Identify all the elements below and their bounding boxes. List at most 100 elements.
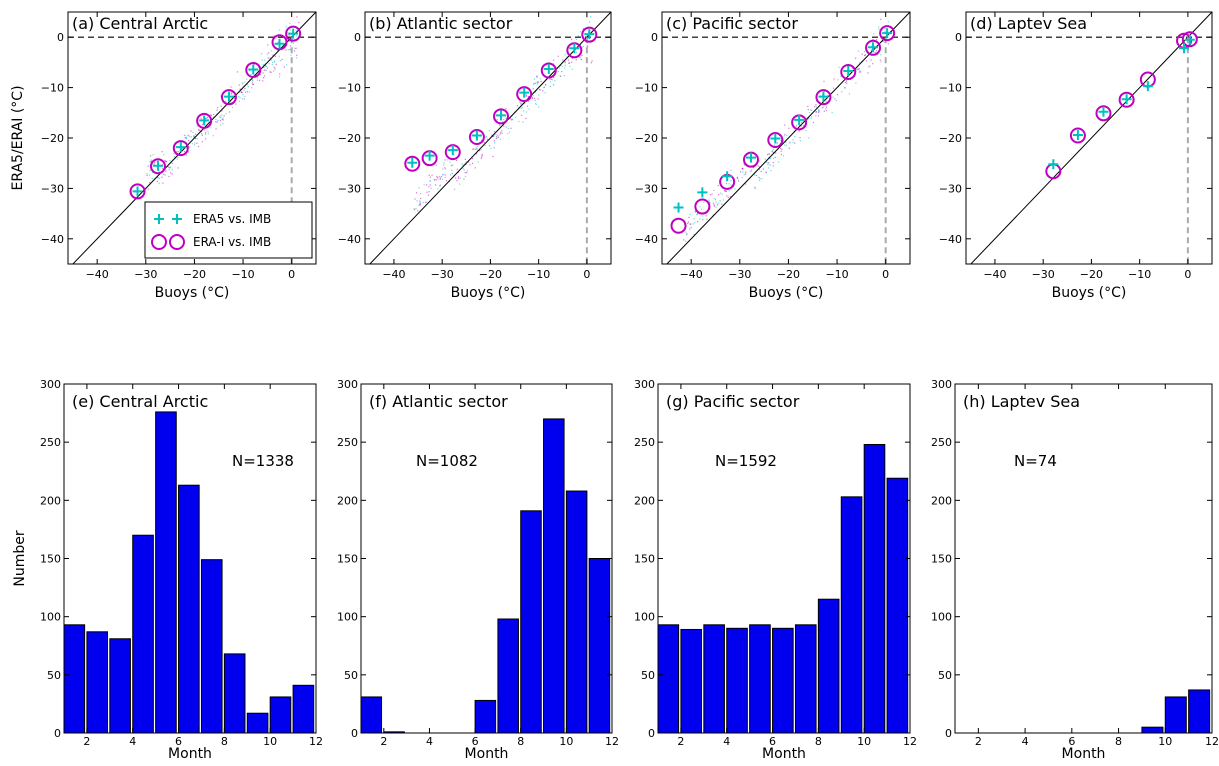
era5-point xyxy=(543,63,554,74)
cloud-point xyxy=(181,147,183,150)
cloud-point xyxy=(289,22,291,24)
cloud-point xyxy=(525,94,528,96)
cloud-point xyxy=(222,123,224,125)
cloud-point xyxy=(278,55,280,57)
cloud-point xyxy=(788,147,790,149)
erai-point xyxy=(1095,105,1112,122)
cloud-point xyxy=(440,176,443,178)
cloud-point xyxy=(435,179,437,181)
y-tick-label: −20 xyxy=(338,132,361,145)
cloud-point xyxy=(220,124,222,126)
cloud-point xyxy=(280,60,282,62)
one-to-one-line xyxy=(72,12,316,264)
cloud-point xyxy=(772,149,775,151)
cloud-point xyxy=(493,140,495,142)
cloud-point xyxy=(554,79,556,82)
cloud-point xyxy=(445,180,448,182)
x-tick-label: 10 xyxy=(857,735,871,748)
cloud-point xyxy=(516,105,519,107)
cloud-point xyxy=(295,29,297,31)
cloud-point xyxy=(867,72,869,74)
cloud-point xyxy=(552,76,555,78)
y-tick-label: 100 xyxy=(931,611,952,624)
cloud-point xyxy=(693,218,695,220)
cloud-point xyxy=(507,133,509,135)
cloud-point xyxy=(855,57,857,59)
cloud-point xyxy=(758,169,761,171)
cloud-point xyxy=(186,137,188,139)
cloud-point xyxy=(146,173,148,175)
cloud-point xyxy=(745,171,747,173)
x-tick-label: −20 xyxy=(479,268,502,281)
cloud-point xyxy=(290,54,292,56)
y-tick-label: −40 xyxy=(635,233,658,246)
cloud-point xyxy=(205,121,207,123)
y-tick-label: 300 xyxy=(931,378,952,391)
cloud-point xyxy=(789,142,791,144)
cloud-point xyxy=(283,45,285,47)
cloud-point xyxy=(476,146,479,148)
cloud-point xyxy=(476,153,478,155)
cloud-point xyxy=(772,162,774,164)
plot-frame xyxy=(954,383,1213,734)
cloud-point xyxy=(275,63,277,66)
era5-point xyxy=(818,91,829,102)
cloud-point xyxy=(770,169,772,172)
x-tick-label: 10 xyxy=(1158,735,1172,748)
x-tick-label: −30 xyxy=(728,268,751,281)
cloud-point xyxy=(164,174,166,176)
cloud-point xyxy=(165,170,167,172)
cloud-point xyxy=(435,164,437,166)
cloud-point xyxy=(846,82,848,84)
cloud-point xyxy=(561,65,563,67)
cloud-point xyxy=(445,168,447,170)
histogram-bar xyxy=(178,484,200,733)
cloud-point xyxy=(714,198,717,201)
cloud-point xyxy=(794,142,796,144)
cloud-point xyxy=(743,164,746,166)
cloud-point xyxy=(510,127,512,129)
era5-point xyxy=(424,150,435,161)
y-tick-label: −20 xyxy=(939,132,962,145)
histogram-bar xyxy=(292,684,315,733)
cloud-point xyxy=(798,124,801,126)
x-tick-label: 4 xyxy=(1022,735,1029,748)
erai-point xyxy=(840,63,857,80)
cloud-point xyxy=(818,109,820,112)
cloud-point xyxy=(823,110,825,112)
erai-point xyxy=(694,198,711,215)
cloud-point xyxy=(216,109,218,111)
cloud-point xyxy=(549,85,552,88)
cloud-point xyxy=(222,119,224,121)
cloud-point xyxy=(254,69,257,72)
x-axis-label: Month xyxy=(1062,746,1106,762)
cloud-point xyxy=(709,202,711,204)
x-tick-label: 6 xyxy=(472,735,479,748)
cloud-point xyxy=(199,130,201,132)
cloud-point xyxy=(416,200,418,202)
y-tick-label: 150 xyxy=(634,553,655,566)
histogram-bar xyxy=(1141,726,1164,733)
cloud-point xyxy=(887,21,889,23)
y-tick-label: 150 xyxy=(931,553,952,566)
cloud-point xyxy=(844,86,846,89)
cloud-point xyxy=(702,219,704,221)
cloud-point xyxy=(759,179,761,182)
cloud-point xyxy=(198,129,200,131)
cloud-point xyxy=(534,102,537,105)
cloud-point xyxy=(802,125,805,127)
cloud-point xyxy=(575,38,577,40)
cloud-point xyxy=(293,50,296,52)
cloud-point xyxy=(542,90,544,92)
cloud-point xyxy=(562,59,564,61)
cloud-point xyxy=(837,79,839,81)
y-tick-label: 0 xyxy=(54,727,61,740)
erai-point xyxy=(404,155,421,172)
era5-point xyxy=(569,43,580,54)
y-tick-label: 150 xyxy=(40,553,61,566)
cloud-point xyxy=(419,201,421,204)
cloud-point xyxy=(834,98,836,100)
cloud-point xyxy=(789,141,791,143)
cloud-point xyxy=(422,201,424,204)
cloud-point xyxy=(844,81,847,84)
